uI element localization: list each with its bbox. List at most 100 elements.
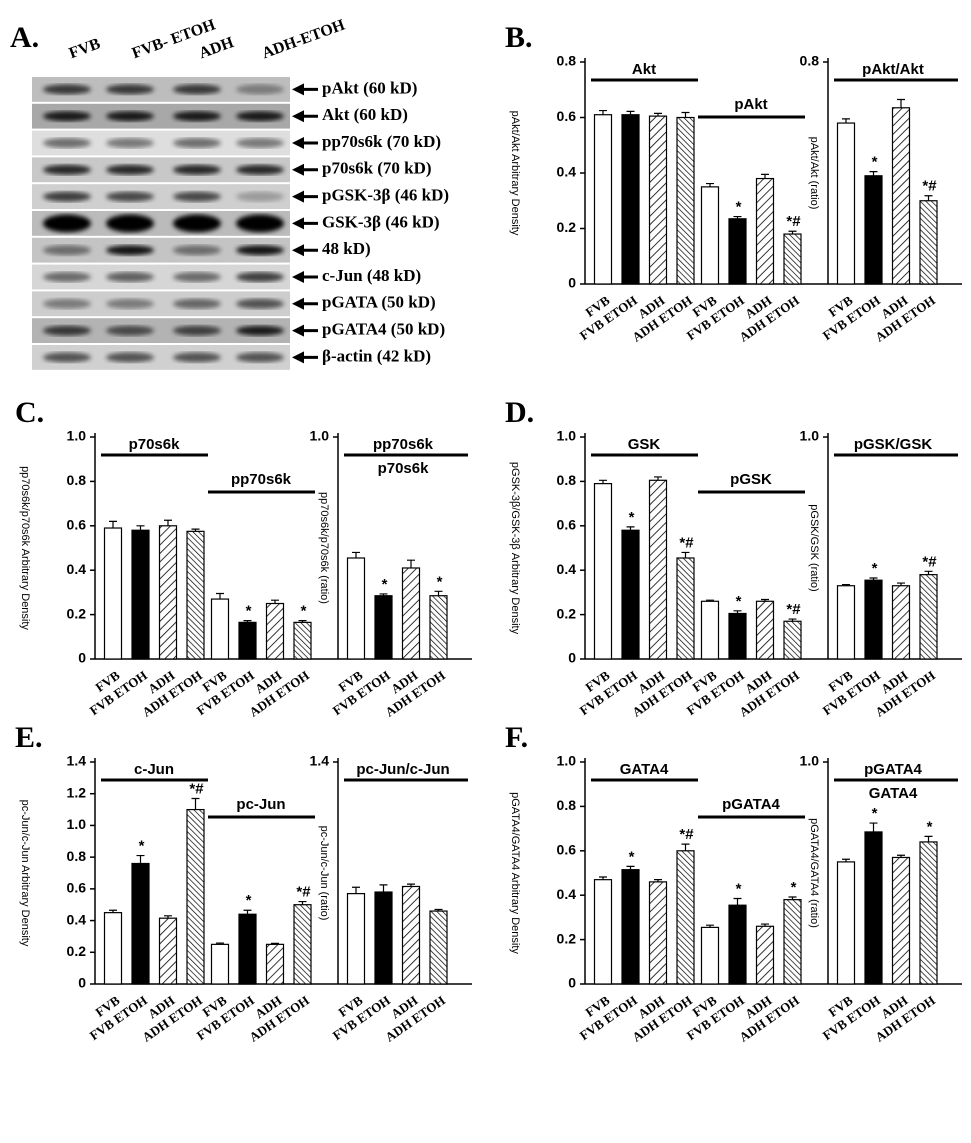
error-bar xyxy=(924,195,933,201)
error-bar xyxy=(379,593,388,596)
bar xyxy=(186,530,205,660)
blot-band xyxy=(43,272,91,282)
error-bar xyxy=(706,182,714,187)
y-tick-label: 0.8 xyxy=(800,53,820,69)
bar xyxy=(593,483,613,660)
bar xyxy=(210,943,230,985)
bar xyxy=(621,114,640,285)
bar xyxy=(728,612,747,660)
blot-band xyxy=(43,325,91,336)
bar xyxy=(401,885,421,985)
y-tick-label: 1.0 xyxy=(800,753,820,769)
bar xyxy=(891,856,911,985)
y-axis-label: pAkt/Akt Arbitrary Density xyxy=(509,111,521,236)
y-tick-label: 0.2 xyxy=(67,943,87,959)
arrow-head xyxy=(292,163,304,176)
error-bar xyxy=(191,797,200,810)
error-bar xyxy=(681,551,690,558)
y-tick-label: 1.0 xyxy=(310,428,330,444)
error-bar xyxy=(761,598,769,602)
error-bar xyxy=(924,835,933,842)
blot-band xyxy=(106,191,154,202)
bar xyxy=(210,598,230,660)
panel-label: D. xyxy=(505,396,534,429)
band-label: pGATA (50 kD) xyxy=(322,293,436,312)
panel-label: F. xyxy=(505,721,528,754)
y-tick-label: 0.8 xyxy=(67,848,87,864)
bar xyxy=(103,912,123,985)
error-bar xyxy=(434,908,443,912)
blot-band xyxy=(43,111,91,122)
error-bar xyxy=(897,854,905,858)
band-label: pAkt (60 kD) xyxy=(322,78,417,97)
y-tick-label: 0.6 xyxy=(67,880,87,896)
y-tick-label: 0 xyxy=(78,975,86,991)
significance-mark: *# xyxy=(922,178,937,195)
bar xyxy=(676,557,695,660)
y-tick-label: 0.8 xyxy=(67,472,87,488)
error-bar xyxy=(136,525,145,531)
y-tick-label: 0 xyxy=(568,650,576,666)
panel-label: B. xyxy=(505,21,533,54)
significance-mark: *# xyxy=(296,884,311,901)
panel-label: C. xyxy=(15,396,44,429)
bar xyxy=(131,862,150,985)
blot-band xyxy=(173,352,221,363)
band-label: pGSK-3β (46 kD) xyxy=(322,186,449,205)
lane-label: ADH xyxy=(197,34,237,62)
significance-mark: * xyxy=(927,818,933,835)
bar xyxy=(103,527,123,660)
bar xyxy=(293,904,312,985)
blot-band xyxy=(173,84,221,95)
band-label: GSK-3β (46 kD) xyxy=(322,212,440,231)
error-bar xyxy=(271,942,279,945)
lane-label: FVB xyxy=(67,35,103,62)
bar xyxy=(374,891,393,985)
blot-band xyxy=(236,111,284,122)
error-bar xyxy=(706,599,714,602)
blot-band xyxy=(236,325,284,336)
significance-mark: *# xyxy=(189,780,204,797)
bar xyxy=(374,595,393,660)
blot-band xyxy=(106,84,154,95)
blot-band xyxy=(43,352,91,363)
y-tick-label: 0.6 xyxy=(557,517,577,533)
y-tick-label: 0.4 xyxy=(67,911,87,927)
bar xyxy=(700,186,720,285)
blot-band xyxy=(236,298,284,309)
significance-mark: * xyxy=(301,603,307,620)
blot-band xyxy=(43,191,91,202)
bar xyxy=(919,574,938,660)
error-bar xyxy=(869,171,878,176)
bar xyxy=(429,910,448,985)
bar xyxy=(648,881,668,985)
significance-mark: * xyxy=(872,805,878,822)
group-label: Akt xyxy=(632,61,656,78)
arrow-head xyxy=(292,217,304,230)
y-axis-label: pp70s6k/p70s6k Arbitrary Density xyxy=(19,466,31,630)
y-tick-label: 1.0 xyxy=(67,816,87,832)
blot-band xyxy=(173,191,221,202)
bar xyxy=(728,904,747,985)
blot-band xyxy=(106,352,154,363)
significance-mark: * xyxy=(629,509,635,526)
bar xyxy=(919,841,938,985)
bar xyxy=(401,567,421,660)
blot-band xyxy=(43,164,91,175)
error-bar xyxy=(626,110,635,115)
bar xyxy=(728,218,747,285)
arrow-head xyxy=(292,351,304,364)
y-axis-label: pp70s6k/p70s6k (ratio) xyxy=(318,492,330,604)
arrow-head xyxy=(292,110,304,123)
error-bar xyxy=(109,909,117,913)
error-bar xyxy=(599,479,607,484)
bar xyxy=(238,621,257,660)
error-bar xyxy=(681,111,690,118)
blot-band xyxy=(236,245,284,256)
error-bar xyxy=(897,582,905,586)
error-bar xyxy=(434,590,443,596)
y-tick-label: 1.4 xyxy=(310,753,330,769)
bar xyxy=(836,585,856,660)
